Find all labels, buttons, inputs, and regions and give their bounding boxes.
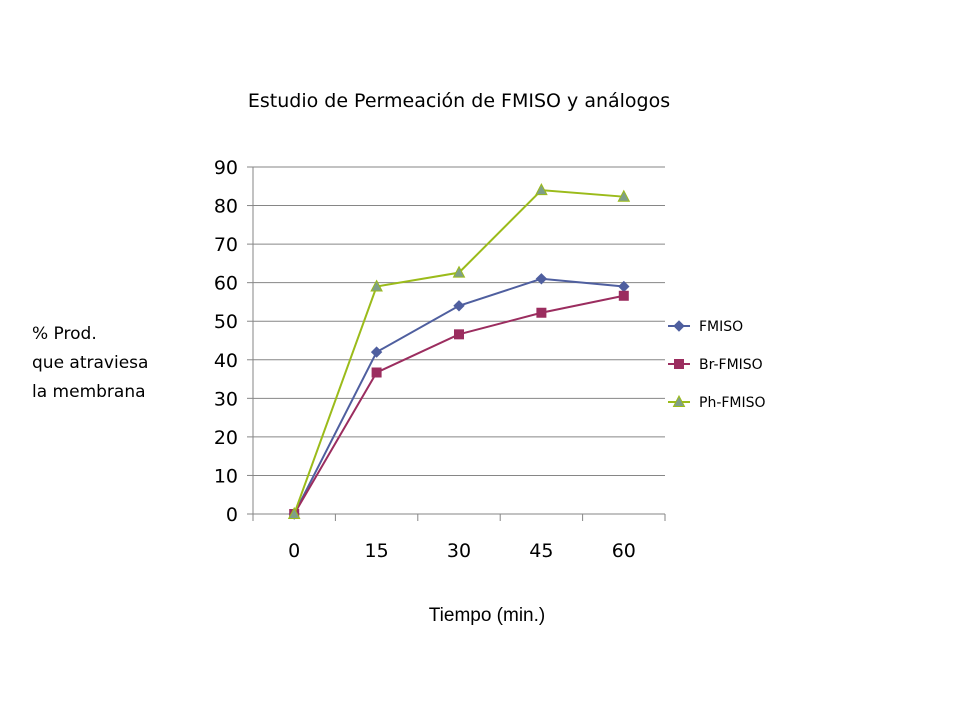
legend-marker-Br-FMISO bbox=[674, 359, 684, 369]
y-tick-label-90: 90 bbox=[214, 157, 238, 179]
point-Br-FMISO-60 bbox=[618, 290, 629, 301]
legend-marker-FMISO bbox=[673, 320, 685, 332]
y-tick-label-30: 30 bbox=[214, 388, 238, 410]
y-axis-label: % Prod. que atraviesa la membrana bbox=[32, 324, 154, 402]
y-axis-label-line-1: % Prod. bbox=[32, 324, 97, 344]
y-tick-label-20: 20 bbox=[214, 427, 238, 449]
y-tick-label-10: 10 bbox=[214, 465, 238, 487]
y-tick-label-60: 60 bbox=[214, 273, 238, 295]
legend-marker-Ph-FMISO bbox=[672, 394, 686, 407]
x-tick-label-0: 0 bbox=[288, 540, 300, 562]
series-FMISO bbox=[288, 273, 630, 520]
series-Ph-FMISO bbox=[287, 183, 631, 519]
legend-label-Ph-FMISO: Ph-FMISO bbox=[699, 395, 766, 411]
y-tick-label-0: 0 bbox=[226, 504, 238, 526]
legend-item-FMISO: FMISO bbox=[668, 319, 743, 335]
point-Ph-FMISO-0 bbox=[287, 506, 301, 519]
point-Br-FMISO-15 bbox=[371, 367, 382, 378]
chart-title: Estudio de Permeación de FMISO y análogo… bbox=[248, 90, 670, 112]
point-Ph-FMISO-45 bbox=[535, 183, 548, 196]
y-tick-labels: 0 10 20 30 40 50 60 70 80 90 bbox=[214, 157, 238, 526]
y-tick-label-70: 70 bbox=[214, 234, 238, 256]
legend-item-Ph-FMISO: Ph-FMISO bbox=[668, 394, 766, 411]
y-tick-label-80: 80 bbox=[214, 196, 238, 218]
x-tick-label-60: 60 bbox=[612, 540, 636, 562]
series-line-Ph-FMISO bbox=[293, 189, 624, 515]
y-axis-label-line-3: la membrana bbox=[32, 382, 146, 402]
x-tick-label-30: 30 bbox=[447, 540, 471, 562]
series-line-FMISO bbox=[293, 277, 624, 515]
point-Br-FMISO-45 bbox=[536, 307, 547, 318]
series bbox=[287, 183, 631, 520]
series-Br-FMISO bbox=[289, 290, 629, 519]
axes bbox=[247, 166, 666, 521]
point-FMISO-45 bbox=[535, 273, 548, 285]
x-tick-labels: 0 15 30 45 60 bbox=[288, 540, 636, 562]
y-axis-label-line-2: que atraviesa bbox=[32, 353, 148, 373]
point-Ph-FMISO-15 bbox=[370, 279, 383, 292]
legend-label-Br-FMISO: Br-FMISO bbox=[699, 357, 763, 373]
point-Br-FMISO-30 bbox=[454, 329, 464, 340]
point-Ph-FMISO-30 bbox=[452, 265, 466, 278]
point-Ph-FMISO-60 bbox=[617, 189, 631, 202]
legend: FMISO Br-FMISO Ph-FMISO bbox=[668, 319, 766, 411]
x-tick-label-15: 15 bbox=[365, 540, 389, 562]
y-tick-label-40: 40 bbox=[214, 350, 238, 372]
point-FMISO-15 bbox=[370, 346, 383, 358]
legend-label-FMISO: FMISO bbox=[699, 319, 743, 335]
series-line-Br-FMISO bbox=[293, 294, 625, 515]
x-tick-label-45: 45 bbox=[529, 540, 553, 562]
grid bbox=[253, 166, 665, 476]
legend-item-Br-FMISO: Br-FMISO bbox=[668, 357, 763, 373]
point-FMISO-30 bbox=[453, 300, 465, 312]
x-axis-label: Tiempo (min.) bbox=[429, 605, 545, 626]
y-tick-label-50: 50 bbox=[214, 311, 238, 333]
